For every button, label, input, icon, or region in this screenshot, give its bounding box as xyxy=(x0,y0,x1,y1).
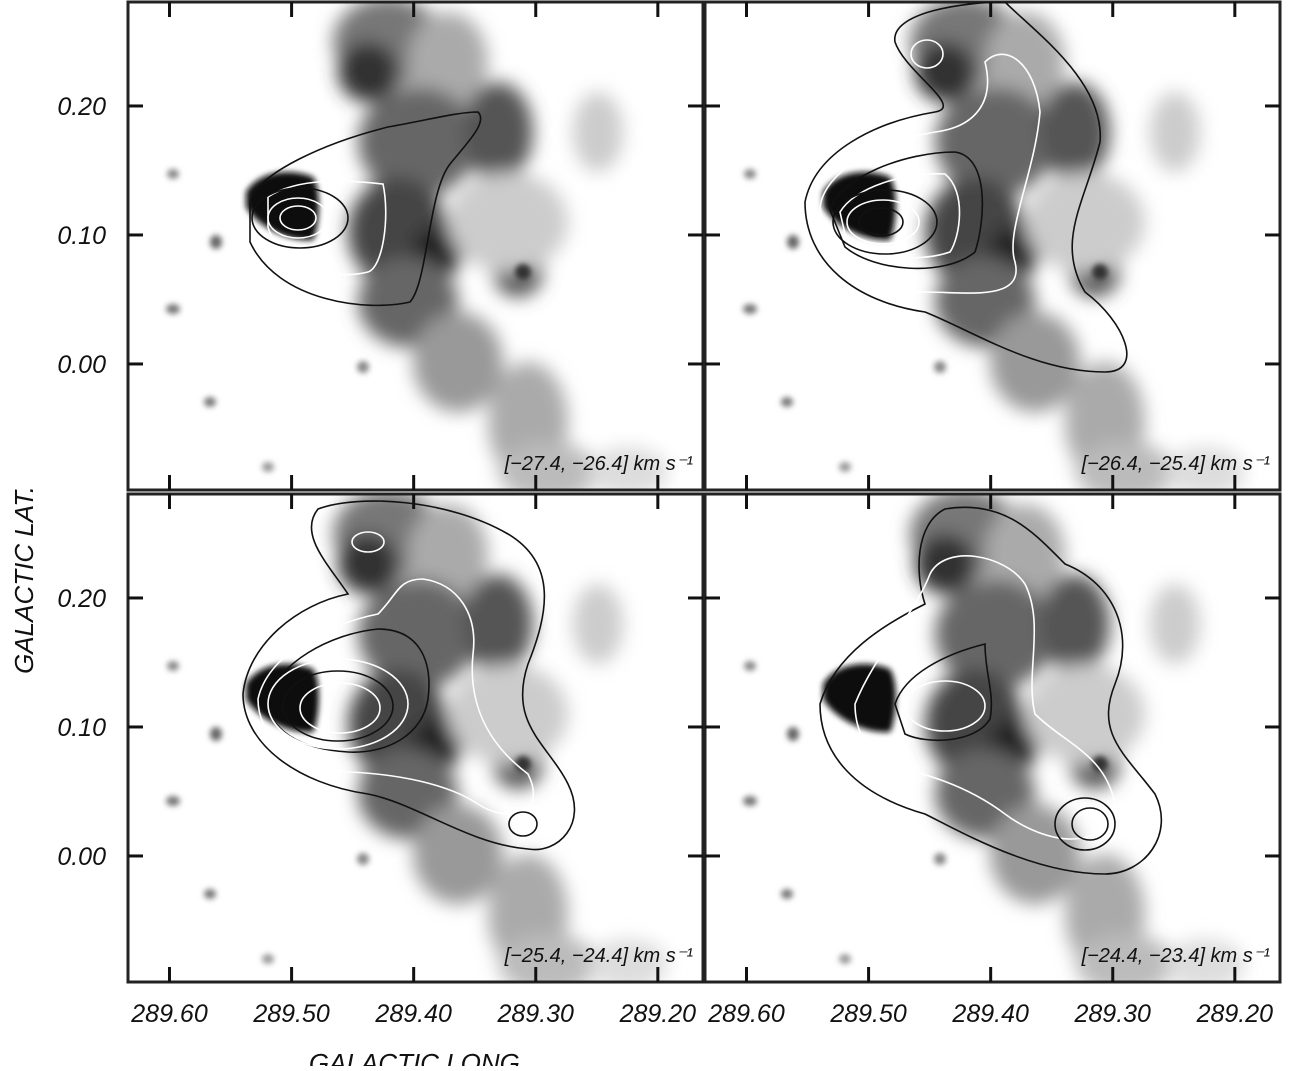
annotation: [−25.4, −24.4] km s⁻¹ xyxy=(504,945,694,967)
x-tick-label: 289.20 xyxy=(619,1000,697,1028)
x-tick-label: 289.20 xyxy=(1196,1000,1274,1028)
panel: 289.60 289.50 289.40 289.30 289.20 0.20 0.10 0.… xyxy=(9,486,705,1071)
annotation: [−24.4, −23.4] km s⁻¹ xyxy=(1081,945,1271,967)
panel-frame xyxy=(126,0,705,492)
y-tick-label: 0.20 xyxy=(57,93,106,121)
x-tick-label: 289.40 xyxy=(951,1000,1029,1028)
x-tick-label: 289.60 xyxy=(130,1000,208,1028)
x-tick-label: 289.60 xyxy=(707,1000,785,1028)
panel-frame xyxy=(703,492,1282,984)
x-axis-label: GALACTIC LONG. xyxy=(309,1048,527,1066)
y-tick-label: 0.10 xyxy=(57,714,106,742)
x-tick-label: 289.50 xyxy=(829,1000,907,1028)
panel-frame xyxy=(126,492,705,984)
y-tick-label: 0.10 xyxy=(57,222,106,250)
x-tick-label: 289.30 xyxy=(1074,1000,1152,1028)
intensity-image xyxy=(166,0,668,502)
y-axis-label: GALACTIC LAT. xyxy=(9,486,39,674)
contours xyxy=(804,2,1128,373)
intensity-image xyxy=(743,489,1245,994)
x-tick-label: 289.30 xyxy=(497,1000,575,1028)
intensity-image xyxy=(166,489,668,994)
y-tick-label: 0.00 xyxy=(57,351,106,379)
panel: 0.20 0.10 0.00 [−27.4, −26.4] km s⁻¹ xyxy=(57,0,705,502)
panel: 289.60 289.50 289.40 289.30 289.20 [−24.4, −2… xyxy=(703,489,1282,1028)
x-tick-label: 289.50 xyxy=(252,1000,330,1028)
panel: [−26.4, −25.4] km s⁻¹ xyxy=(703,0,1282,492)
x-tick-label: 289.40 xyxy=(374,1000,452,1028)
contours xyxy=(249,111,482,307)
y-tick-label: 0.20 xyxy=(57,585,106,613)
contours xyxy=(819,506,1163,875)
annotation: [−27.4, −26.4] km s⁻¹ xyxy=(504,453,694,475)
annotation: [−26.4, −25.4] km s⁻¹ xyxy=(1081,453,1271,475)
y-tick-label: 0.00 xyxy=(57,843,106,871)
contours xyxy=(242,500,576,851)
